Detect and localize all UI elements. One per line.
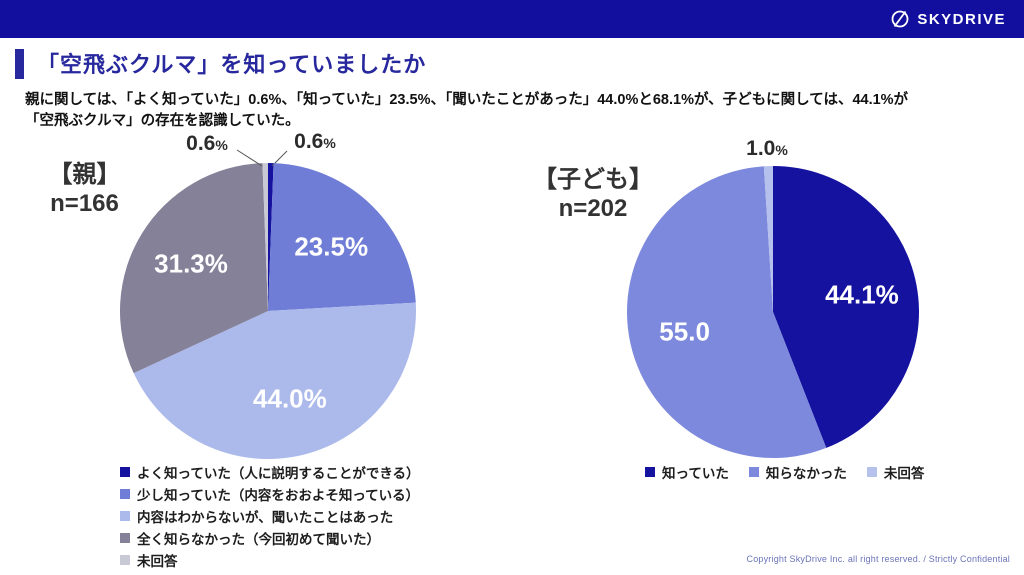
legend-label: 未回答 <box>883 466 925 481</box>
legend-item: 少し知っていた（内容をおおよそ知っている） <box>120 483 420 505</box>
chart-title-children: 【子ども】 n=202 <box>518 165 668 223</box>
legend-item: 知らなかった <box>748 462 847 482</box>
chart-n-children: n=202 <box>558 195 628 222</box>
legend-swatch <box>120 555 130 565</box>
pie-callout-label: 0.6% <box>294 130 336 153</box>
pie-svg-0 <box>120 149 416 460</box>
summary-line-2: 「空飛ぶクルマ」の存在を認識していた。 <box>25 113 300 129</box>
pie-slice <box>262 163 268 311</box>
legend-swatch <box>866 467 877 477</box>
pie-slice <box>120 163 269 374</box>
legend-item: 内容はわからないが、聞いたことはあった <box>120 505 420 527</box>
summary-text: 親に関しては、「よく知っていた」0.6%、「知っていた」23.5%、「聞いたこと… <box>25 90 1010 132</box>
pie-svg-1 <box>627 166 919 458</box>
legend-label: 未回答 <box>137 554 178 569</box>
pie-slice <box>763 166 773 312</box>
legend-label: 知っていた <box>662 466 729 481</box>
chart-title-children-label: 【子ども】 <box>533 166 653 193</box>
skydrive-logo: SKYDRIVE <box>889 8 1006 30</box>
chart-title-parents-label: 【親】 <box>48 161 121 188</box>
legend-item: 知っていた <box>645 462 729 482</box>
chart-n-parents: n=166 <box>50 190 119 217</box>
summary-line-1: 親に関しては、「よく知っていた」0.6%、「知っていた」23.5%、「聞いたこと… <box>25 92 909 108</box>
header-bar: SKYDRIVE <box>0 0 1024 38</box>
legend-label: よく知っていた（人に説明することができる） <box>137 466 420 481</box>
legend-item: よく知っていた（人に説明することができる） <box>120 461 420 483</box>
pie-callout-label: 1.0% <box>746 137 788 160</box>
skydrive-logo-text: SKYDRIVE <box>917 10 1006 28</box>
legend-swatch <box>120 489 130 499</box>
pie-slice <box>133 302 416 460</box>
pie-slice-label: 55.0 <box>659 316 710 347</box>
pie-callout-label: 0.6% <box>186 132 228 155</box>
pie-slice-label: 44.1% <box>825 279 899 310</box>
copyright-text: Copyright SkyDrive Inc. all right reserv… <box>746 554 1010 564</box>
chart-title-parents: 【親】 n=166 <box>22 160 147 218</box>
pie-slice <box>773 166 919 448</box>
pie-slice <box>268 163 416 311</box>
legend-label: 少し知っていた（内容をおおよそ知っている） <box>137 488 420 503</box>
legend-swatch <box>748 467 759 477</box>
callout-line <box>236 149 263 167</box>
pie-slice-label: 44.0% <box>253 383 327 414</box>
legend-children: 知っていた 知らなかった 未回答 <box>645 462 924 482</box>
legend-label: 全く知らなかった（今回初めて聞いた） <box>137 532 380 547</box>
page-title: 「空飛ぶクルマ」を知っていましたか <box>37 52 427 77</box>
legend-label: 知らなかった <box>765 466 847 481</box>
pie-slice <box>627 166 827 458</box>
skydrive-logo-icon <box>891 10 909 28</box>
legend-swatch <box>120 467 130 477</box>
pie-chart-children: 44.1% 55.0 1.0% <box>610 125 940 470</box>
legend-swatch <box>120 511 130 521</box>
legend-swatch <box>645 467 655 477</box>
legend-item: 未回答 <box>120 549 420 571</box>
pie-slice-label: 23.5% <box>294 231 369 262</box>
pie-slice <box>268 163 274 311</box>
pie-slice-label: 31.3% <box>154 248 228 279</box>
legend-label: 内容はわからないが、聞いたことはあった <box>137 510 394 525</box>
legend-item: 全く知らなかった（今回初めて聞いた） <box>120 527 420 549</box>
pie-chart-parents: 0.6% 23.5% 44.0% 31.3% 0.6% <box>100 125 440 470</box>
legend-swatch <box>120 533 130 543</box>
legend-parents: よく知っていた（人に説明することができる） 少し知っていた（内容をおおよそ知ってい… <box>120 461 420 571</box>
title-accent-bar <box>15 49 24 79</box>
legend-item: 未回答 <box>866 462 925 482</box>
